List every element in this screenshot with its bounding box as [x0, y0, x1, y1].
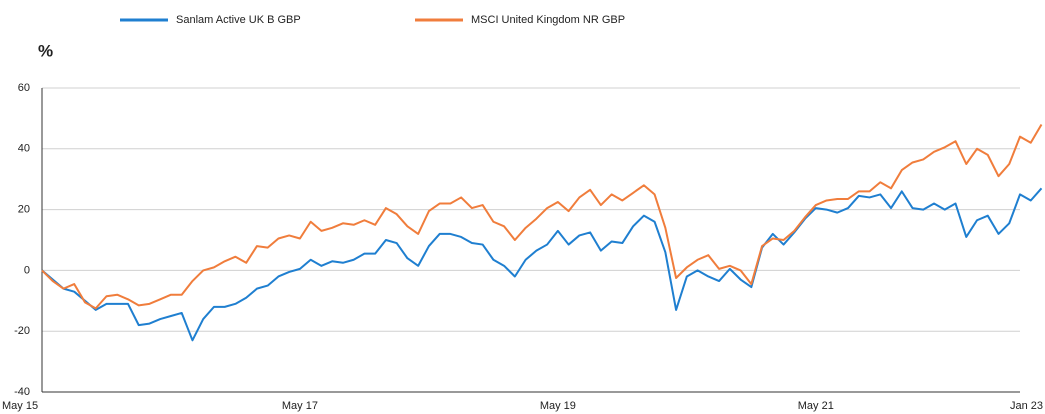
y-tick-label: 20: [18, 204, 30, 216]
x-tick-label: May 15: [2, 400, 38, 412]
x-tick-label: May 19: [540, 400, 576, 412]
legend-label: Sanlam Active UK B GBP: [176, 14, 301, 26]
y-tick-label: 60: [18, 82, 30, 94]
y-tick-label: -20: [14, 325, 30, 337]
x-tick-label: Jan 23: [1010, 400, 1043, 412]
series-line: [41, 123, 1043, 310]
x-tick-label: May 21: [798, 400, 834, 412]
y-axis-label: %: [38, 41, 53, 60]
y-tick-label: -40: [14, 386, 30, 398]
x-tick-label: May 17: [282, 400, 318, 412]
y-tick-label: 40: [18, 143, 30, 155]
series-line: [41, 187, 1043, 342]
legend-label: MSCI United Kingdom NR GBP: [471, 14, 625, 26]
y-tick-label: 0: [24, 264, 30, 276]
